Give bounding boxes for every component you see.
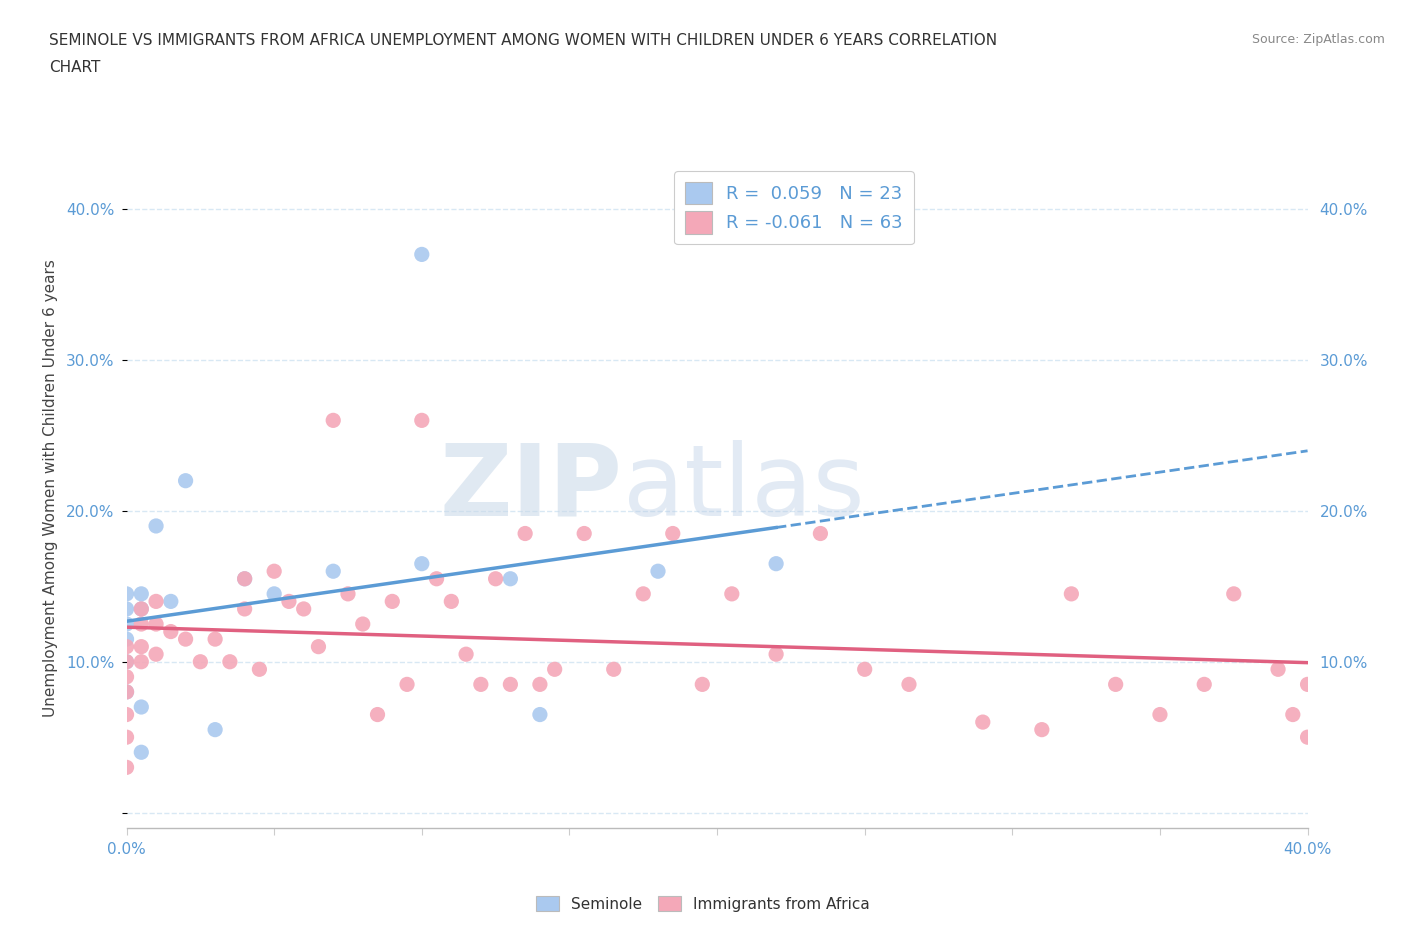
Point — [1192, 677, 1215, 692]
Point — [396, 677, 419, 692]
Text: ZIP: ZIP — [440, 440, 623, 537]
Point — [366, 707, 388, 722]
Point — [247, 662, 270, 677]
Point — [204, 723, 226, 737]
Point — [1296, 677, 1319, 692]
Point — [411, 247, 433, 262]
Point — [484, 571, 508, 586]
Point — [1282, 707, 1305, 722]
Point — [1267, 662, 1289, 677]
Point — [115, 730, 138, 745]
Y-axis label: Unemployment Among Women with Children Under 6 years: Unemployment Among Women with Children U… — [44, 259, 58, 717]
Point — [529, 677, 551, 692]
Point — [129, 602, 153, 617]
Point — [129, 587, 153, 602]
Point — [233, 571, 256, 586]
Point — [690, 677, 713, 692]
Point — [529, 707, 551, 722]
Legend: R =  0.059   N = 23, R = -0.061   N = 63: R = 0.059 N = 23, R = -0.061 N = 63 — [673, 171, 914, 245]
Point — [129, 617, 153, 631]
Point — [263, 564, 285, 578]
Text: atlas: atlas — [623, 440, 865, 537]
Point — [1296, 730, 1319, 745]
Point — [897, 677, 920, 692]
Point — [115, 760, 138, 775]
Point — [115, 587, 138, 602]
Point — [499, 677, 522, 692]
Point — [263, 587, 285, 602]
Point — [115, 617, 138, 631]
Point — [440, 594, 463, 609]
Point — [159, 624, 183, 639]
Point — [115, 631, 138, 646]
Point — [1222, 587, 1246, 602]
Point — [115, 707, 138, 722]
Point — [454, 646, 477, 661]
Point — [129, 655, 153, 670]
Point — [1149, 707, 1171, 722]
Point — [292, 602, 315, 617]
Point — [219, 655, 242, 670]
Point — [278, 594, 301, 609]
Point — [647, 564, 669, 578]
Point — [543, 662, 565, 677]
Point — [174, 631, 197, 646]
Point — [972, 714, 994, 729]
Point — [115, 639, 138, 654]
Point — [574, 526, 596, 541]
Point — [1031, 723, 1053, 737]
Point — [204, 631, 226, 646]
Point — [174, 473, 197, 488]
Point — [381, 594, 404, 609]
Point — [115, 684, 138, 699]
Text: CHART: CHART — [49, 60, 101, 75]
Point — [720, 587, 742, 602]
Point — [411, 556, 433, 571]
Point — [307, 639, 329, 654]
Point — [115, 655, 138, 670]
Point — [129, 602, 153, 617]
Point — [470, 677, 492, 692]
Point — [603, 662, 626, 677]
Point — [145, 594, 167, 609]
Point — [233, 602, 256, 617]
Point — [322, 413, 344, 428]
Point — [425, 571, 447, 586]
Point — [765, 556, 787, 571]
Text: SEMINOLE VS IMMIGRANTS FROM AFRICA UNEMPLOYMENT AMONG WOMEN WITH CHILDREN UNDER : SEMINOLE VS IMMIGRANTS FROM AFRICA UNEMP… — [49, 33, 997, 47]
Point — [115, 602, 138, 617]
Point — [1060, 587, 1083, 602]
Legend: Seminole, Immigrants from Africa: Seminole, Immigrants from Africa — [530, 889, 876, 918]
Point — [1105, 677, 1128, 692]
Point — [631, 587, 654, 602]
Point — [661, 526, 683, 541]
Text: Source: ZipAtlas.com: Source: ZipAtlas.com — [1251, 33, 1385, 46]
Point — [515, 526, 537, 541]
Point — [115, 655, 138, 670]
Point — [411, 413, 433, 428]
Point — [233, 571, 256, 586]
Point — [337, 587, 360, 602]
Point — [145, 617, 167, 631]
Point — [159, 594, 183, 609]
Point — [129, 699, 153, 714]
Point — [765, 646, 787, 661]
Point — [810, 526, 832, 541]
Point — [499, 571, 522, 586]
Point — [145, 519, 167, 534]
Point — [115, 684, 138, 699]
Point — [145, 646, 167, 661]
Point — [129, 639, 153, 654]
Point — [115, 670, 138, 684]
Point — [853, 662, 876, 677]
Point — [352, 617, 374, 631]
Point — [322, 564, 344, 578]
Point — [188, 655, 211, 670]
Point — [129, 745, 153, 760]
